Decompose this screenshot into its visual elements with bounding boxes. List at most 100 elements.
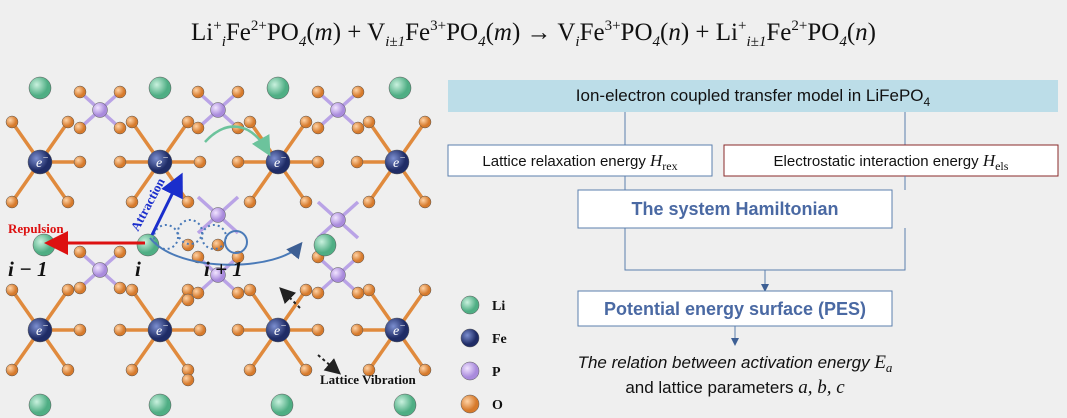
atom-Li: [393, 393, 417, 417]
electrostatic-box: [723, 144, 1059, 177]
atoms-layer: e− e− e− e−e− e− e− e−: [5, 76, 432, 417]
electron-charge: −: [280, 321, 287, 332]
hop-path: [177, 219, 203, 245]
site-label: i − 1: [8, 257, 48, 281]
equation-part: i: [221, 34, 226, 50]
equation-part: 4: [652, 34, 661, 50]
result-label: and lattice parameters: [625, 378, 798, 397]
atom-O: [243, 283, 257, 297]
electron-charge: −: [42, 321, 49, 332]
atom-O: [351, 250, 365, 264]
atom-Fe: [147, 317, 173, 343]
equation-part: Fe: [766, 19, 792, 46]
equation-part: m: [493, 19, 512, 46]
atom-O: [350, 155, 364, 169]
electron-label: e−: [274, 321, 287, 339]
equation-part: ): [867, 19, 876, 46]
atom-O: [418, 195, 432, 209]
atom-O: [350, 323, 364, 337]
atom-O: [5, 283, 19, 297]
atom-Li: [28, 393, 52, 417]
result-sub: a: [886, 360, 893, 375]
atom-O: [73, 281, 87, 295]
lattice-box: [447, 144, 713, 177]
legend-swatch: [460, 328, 480, 348]
atom-P: [210, 207, 226, 223]
equation-part: i±1: [385, 34, 406, 50]
electron-charge: −: [162, 153, 169, 164]
equation-part: 2+: [250, 18, 267, 34]
atom-Fe: [27, 149, 53, 175]
lattice-text: Lattice relaxation energy Hrex: [482, 151, 677, 173]
electron-charge: −: [162, 321, 169, 332]
atom-O: [231, 286, 245, 300]
site-label: i: [135, 257, 141, 281]
atom-O: [299, 195, 313, 209]
hamiltonian-box: [577, 189, 893, 229]
atom-O: [299, 115, 313, 129]
electron-arrow: [204, 125, 271, 157]
atom-O: [125, 195, 139, 209]
equation-part: Fe: [225, 19, 251, 46]
equation-part: n: [668, 19, 681, 46]
flowchart: Ion-electron coupled transfer model in L…: [447, 80, 1059, 398]
atom-O: [61, 195, 75, 209]
atom-O: [418, 363, 432, 377]
atom-P: [210, 102, 226, 118]
atom-O: [181, 238, 195, 252]
atom-O: [5, 115, 19, 129]
atom-O: [73, 85, 87, 99]
lattice-symbol: H: [649, 151, 664, 170]
vibration-arrow: [279, 287, 301, 309]
atom-O: [243, 363, 257, 377]
atom-O: [362, 283, 376, 297]
electron: e: [156, 324, 162, 339]
electron-label: e−: [393, 153, 406, 171]
atom-Fe: [147, 149, 173, 175]
atom-O: [351, 121, 365, 135]
pes-text: Potential energy surface (PES): [604, 299, 866, 319]
legend-swatch: [460, 295, 480, 315]
atom-O: [113, 121, 127, 135]
atom-O: [418, 115, 432, 129]
atom-O: [125, 283, 139, 297]
atom-Li: [266, 76, 290, 100]
equation-part: i: [575, 34, 580, 50]
atom-O: [243, 115, 257, 129]
atom-O: [231, 85, 245, 99]
electron-charge: −: [399, 321, 406, 332]
equation-part: Li: [191, 19, 214, 46]
site-label: i + 1: [204, 257, 243, 281]
atom-O: [362, 195, 376, 209]
attraction-arrow: [150, 172, 183, 236]
equation-part: (: [660, 19, 669, 46]
electron-label: e−: [156, 153, 169, 171]
atom-O: [231, 323, 245, 337]
atom-O: [113, 323, 127, 337]
legend-label: O: [492, 398, 503, 413]
equation-part: Fe: [579, 19, 605, 46]
atom-O: [181, 115, 195, 129]
atom-O: [193, 155, 207, 169]
atom-Fe: [384, 317, 410, 343]
equation-part: 4: [839, 34, 847, 50]
atom-O: [181, 373, 195, 387]
equation-part: (: [846, 19, 856, 46]
equation-part: ) + Li: [680, 19, 738, 46]
atom-O: [61, 115, 75, 129]
atom-O: [193, 323, 207, 337]
equation-part: (: [485, 19, 494, 46]
atom-O: [73, 121, 87, 135]
electron-label: e−: [393, 321, 406, 339]
atom-O: [5, 195, 19, 209]
atom-O: [362, 363, 376, 377]
atom-O: [231, 155, 245, 169]
electrostatic-sub: els: [995, 159, 1009, 173]
atom-O: [73, 245, 87, 259]
electron: e: [36, 156, 42, 171]
lattice-label: Lattice relaxation energy: [482, 153, 650, 170]
atom-Fe: [384, 149, 410, 175]
